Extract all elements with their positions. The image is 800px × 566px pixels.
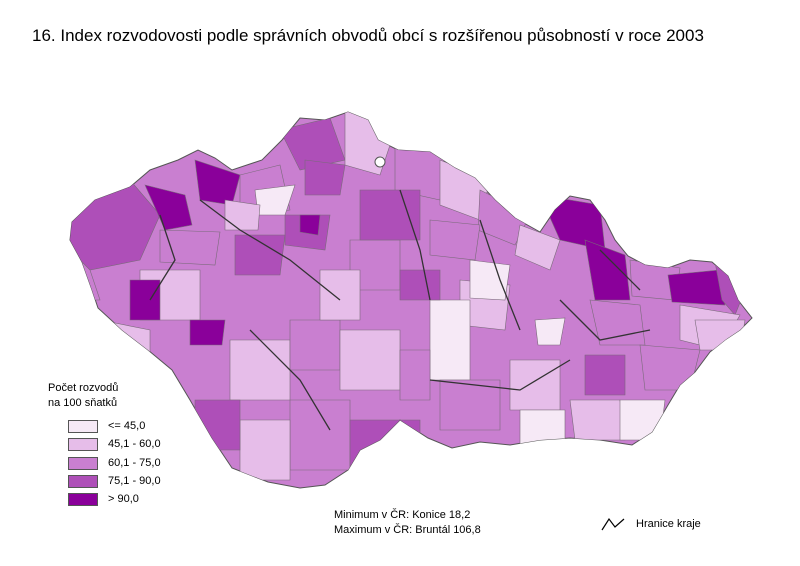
legend-title-line1: Počet rozvodů (48, 382, 119, 394)
legend-item: 45,1 - 60,0 (68, 437, 161, 451)
district-ceska-lipa (304, 159, 346, 196)
district-hradec (429, 219, 481, 261)
region-border-line-icon (601, 517, 625, 531)
district-vsetin (694, 319, 746, 351)
district-bruntal (584, 239, 631, 301)
border-legend-label: Hranice kraje (636, 518, 701, 530)
region-border-lines (149, 189, 651, 431)
district-konice (534, 317, 566, 346)
legend-label: 75,1 - 90,0 (108, 475, 161, 487)
maximum-text: Maximum v ČR: Bruntál 106,8 (334, 524, 481, 536)
district-mlada-boleslav (359, 189, 421, 241)
district-usti (299, 214, 321, 236)
district-benesov (319, 269, 361, 321)
legend-swatch-4 (68, 474, 98, 488)
legend-swatch-5 (68, 492, 98, 506)
legend-item: > 90,0 (68, 492, 139, 506)
district-prachatice (194, 399, 241, 451)
legend-label: <= 45,0 (108, 420, 146, 432)
legend-title-line2: na 100 sňatků (48, 397, 118, 409)
map-title: 16. Index rozvodovosti podle správních o… (32, 26, 704, 45)
district-breclav (569, 399, 626, 441)
district-rokycany (189, 319, 226, 346)
district-nachod (514, 224, 561, 271)
legend-label: 60,1 - 75,0 (108, 457, 161, 469)
enclave-marker (374, 156, 386, 168)
district-hodonin (619, 399, 666, 441)
district-rakovnik (159, 229, 221, 266)
minimum-text: Minimum v ČR: Konice 18,2 (334, 509, 471, 521)
district-ceske-budejovice (289, 399, 351, 471)
stats-box: Minimum v ČR: Konice 18,2 Maximum v ČR: … (334, 508, 481, 538)
legend-label: 45,1 - 60,0 (108, 438, 161, 450)
district-sokolov (144, 184, 193, 231)
district-chrudim (429, 299, 471, 381)
district-brno (509, 359, 561, 411)
district-strakonice (229, 339, 291, 401)
legend-item: <= 45,0 (68, 419, 145, 433)
legend-item: 60,1 - 75,0 (68, 456, 161, 470)
district-tabor (339, 329, 401, 391)
district-beroun (234, 234, 286, 276)
border-legend: Hranice kraje (600, 516, 701, 532)
district-pelhrimov (399, 349, 431, 401)
district-jihlava (439, 379, 501, 431)
legend-title: Počet rozvodů na 100 sňatků (48, 381, 118, 411)
district-tachov (129, 279, 161, 321)
district-ostrava (667, 269, 726, 306)
district-prerov (584, 354, 626, 396)
district-znojmo (519, 409, 566, 446)
district-zlin (639, 344, 701, 391)
district-kutna-hora (399, 269, 441, 301)
district-pribram (289, 319, 341, 371)
district-pardubice (469, 259, 511, 301)
legend-swatch-1 (68, 419, 98, 433)
legend-label: > 90,0 (108, 493, 139, 505)
legend-swatch-3 (68, 456, 98, 470)
district-jindrichuv-hradec (349, 419, 421, 471)
district-kladno (224, 199, 261, 231)
district-domazlice (99, 319, 151, 381)
legend-item: 75,1 - 90,0 (68, 474, 161, 488)
district-cesky-krumlov (239, 419, 291, 481)
legend-swatch-2 (68, 437, 98, 451)
